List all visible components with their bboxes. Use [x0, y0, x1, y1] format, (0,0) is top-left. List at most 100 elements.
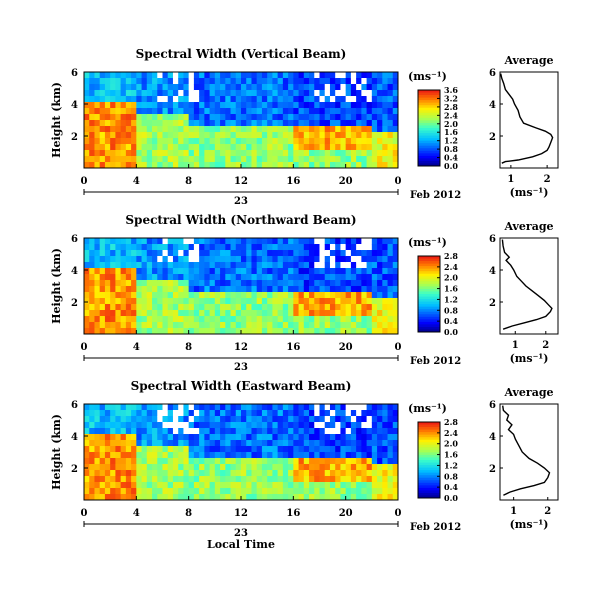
heatmap-cell: [261, 328, 268, 335]
heatmap-cell: [214, 144, 221, 151]
heatmap-cell: [162, 440, 169, 447]
heatmap-cell: [152, 150, 158, 157]
heatmap-cell: [152, 482, 158, 489]
heatmap-cell: [214, 120, 221, 127]
heatmap-cell: [193, 416, 200, 423]
heatmap-cell: [335, 156, 341, 163]
heatmap-cell: [261, 440, 268, 447]
heatmap-cell: [172, 422, 179, 429]
colorbar-band: [418, 316, 440, 320]
heatmap-cell: [99, 404, 106, 411]
x-tick-label: 0: [395, 176, 402, 187]
heatmap-cell: [309, 156, 315, 163]
heatmap-cell: [392, 156, 399, 163]
heatmap-cell: [193, 458, 200, 465]
heatmap-cell: [261, 482, 268, 489]
heatmap-cell: [178, 286, 184, 293]
heatmap-cell: [350, 416, 357, 423]
heatmap-cell: [335, 262, 341, 269]
heatmap-cell: [172, 238, 179, 245]
heatmap-cell: [188, 286, 195, 293]
heatmap-cell: [314, 416, 320, 423]
heatmap-cell: [251, 494, 258, 501]
heatmap-cell: [387, 72, 394, 79]
heatmap-cell: [335, 304, 341, 311]
heatmap-cell: [256, 422, 263, 429]
heatmap-cell: [387, 114, 394, 121]
heatmap-cell: [267, 268, 273, 275]
heatmap-cell: [261, 150, 268, 157]
heatmap-cell: [261, 238, 268, 245]
heatmap-cell: [235, 156, 242, 163]
heatmap-cell: [371, 108, 378, 115]
heatmap-cell: [110, 440, 116, 447]
heatmap-cell: [193, 78, 200, 85]
heatmap-cell: [303, 156, 310, 163]
heatmap-cell: [220, 162, 226, 169]
colorbar-band: [418, 261, 440, 264]
heatmap-cell: [99, 422, 106, 429]
heatmap-cell: [371, 446, 378, 453]
heatmap-cell: [157, 310, 163, 317]
heatmap-cell: [293, 280, 299, 287]
heatmap-cell: [199, 292, 205, 299]
heatmap-cell: [178, 310, 184, 317]
heatmap-cell: [178, 114, 184, 121]
heatmap-cell: [345, 244, 352, 251]
heatmap-cell: [209, 434, 216, 441]
heatmap-cell: [392, 102, 399, 109]
heatmap-cell: [309, 244, 315, 251]
heatmap-cell: [220, 90, 226, 97]
heatmap-cell: [319, 310, 326, 317]
heatmap-cell: [214, 238, 221, 245]
heatmap-cell: [282, 428, 289, 435]
heatmap-cell: [303, 244, 310, 251]
heatmap-cell: [371, 464, 378, 471]
heatmap-cell: [94, 90, 101, 97]
heatmap-cell: [183, 404, 190, 411]
heatmap-cell: [382, 78, 388, 85]
heatmap-cell: [110, 114, 116, 121]
heatmap-cell: [267, 256, 273, 263]
heatmap-cell: [188, 322, 195, 329]
heatmap-cell: [225, 250, 231, 257]
heatmap-cell: [157, 162, 163, 169]
heatmap-cell: [246, 476, 252, 483]
heatmap-cell: [188, 256, 195, 263]
heatmap-cell: [377, 120, 383, 127]
heatmap-cell: [277, 310, 284, 317]
heatmap-cell: [361, 268, 367, 275]
heatmap-cell: [324, 144, 331, 151]
heatmap-cell: [193, 316, 200, 323]
heatmap-cell: [104, 458, 111, 465]
heatmap-cell: [204, 292, 210, 299]
heatmap-cell: [272, 96, 279, 103]
heatmap-cell: [99, 464, 106, 471]
heatmap-cell: [99, 120, 106, 127]
heatmap-cell: [125, 138, 132, 145]
heatmap-cell: [136, 422, 142, 429]
heatmap-cell: [282, 304, 289, 311]
profile-y-tick-label: 2: [489, 298, 496, 309]
heatmap-cell: [89, 416, 95, 423]
heatmap-cell: [340, 476, 347, 483]
heatmap-cell: [309, 422, 315, 429]
colorbar-frame: [417, 421, 441, 499]
heatmap-cell: [303, 452, 310, 459]
heatmap-cell: [188, 108, 195, 115]
heatmap-cell: [335, 162, 341, 169]
heatmap-cell: [131, 250, 137, 257]
heatmap-cell: [225, 310, 231, 317]
heatmap-cell: [371, 422, 378, 429]
colorbar-tick-label: 2.8: [444, 102, 458, 112]
heatmap-cell: [104, 488, 111, 495]
profile-y-tick-label: 2: [489, 132, 496, 143]
heatmap-cell: [361, 162, 367, 169]
heatmap-cell: [361, 256, 367, 263]
heatmap-cell: [241, 144, 247, 151]
heatmap-cell: [209, 72, 216, 79]
heatmap-cell: [272, 114, 279, 121]
heatmap-cell: [188, 126, 195, 133]
heatmap-cell: [230, 96, 237, 103]
heatmap-cell: [110, 316, 116, 323]
